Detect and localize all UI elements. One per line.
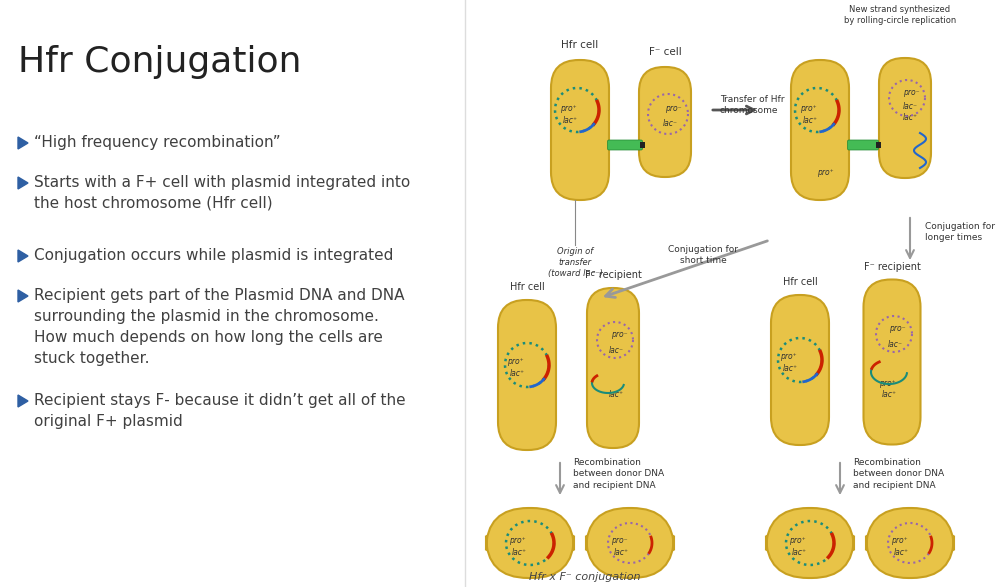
Text: lac⁺: lac⁺ bbox=[781, 364, 796, 373]
Text: lac⁻: lac⁻ bbox=[608, 346, 623, 355]
Text: pro⁻: pro⁻ bbox=[902, 88, 919, 97]
Text: pro⁺: pro⁺ bbox=[559, 104, 576, 113]
Polygon shape bbox=[18, 137, 28, 149]
Text: pro⁻: pro⁻ bbox=[888, 324, 905, 333]
Text: pro⁺: pro⁺ bbox=[779, 352, 795, 361]
Text: lac⁻: lac⁻ bbox=[662, 119, 677, 128]
Text: lac⁺: lac⁺ bbox=[790, 548, 805, 557]
FancyBboxPatch shape bbox=[878, 58, 930, 178]
Text: Recipient gets part of the Plasmid DNA and DNA
surrounding the plasmid in the ch: Recipient gets part of the Plasmid DNA a… bbox=[34, 288, 404, 366]
Text: Recombination
between donor DNA
and recipient DNA: Recombination between donor DNA and reci… bbox=[853, 458, 943, 490]
FancyBboxPatch shape bbox=[551, 60, 609, 200]
FancyBboxPatch shape bbox=[765, 508, 854, 578]
Text: F⁻ cell: F⁻ cell bbox=[648, 47, 681, 57]
FancyBboxPatch shape bbox=[866, 508, 953, 578]
Text: pro⁺: pro⁺ bbox=[815, 168, 832, 177]
FancyBboxPatch shape bbox=[607, 140, 642, 150]
Text: New strand synthesized
by rolling-circle replication: New strand synthesized by rolling-circle… bbox=[844, 5, 955, 25]
Text: pro⁺: pro⁺ bbox=[509, 536, 525, 545]
Text: Conjugation for
short time: Conjugation for short time bbox=[667, 245, 737, 265]
FancyBboxPatch shape bbox=[587, 288, 638, 448]
Text: lac⁺: lac⁺ bbox=[608, 390, 623, 399]
Text: lac⁺: lac⁺ bbox=[509, 369, 524, 378]
Text: Recombination
between donor DNA
and recipient DNA: Recombination between donor DNA and reci… bbox=[573, 458, 663, 490]
Text: pro⁺: pro⁺ bbox=[890, 536, 907, 545]
Text: Hfr x F⁻ conjugation: Hfr x F⁻ conjugation bbox=[529, 572, 640, 582]
Text: lac⁺: lac⁺ bbox=[801, 116, 816, 125]
Text: pro⁺: pro⁺ bbox=[507, 357, 523, 366]
Text: Origin of
transfer
(toward lac⁻): Origin of transfer (toward lac⁻) bbox=[547, 247, 602, 278]
Text: lac⁺: lac⁺ bbox=[893, 548, 908, 557]
Polygon shape bbox=[18, 290, 28, 302]
Text: “High frequency recombination”: “High frequency recombination” bbox=[34, 135, 281, 150]
FancyBboxPatch shape bbox=[586, 508, 673, 578]
Text: pro⁺: pro⁺ bbox=[799, 104, 815, 113]
Text: lac⁺: lac⁺ bbox=[613, 548, 628, 557]
Text: Hfr cell: Hfr cell bbox=[561, 40, 598, 50]
Text: Conjugation occurs while plasmid is integrated: Conjugation occurs while plasmid is inte… bbox=[34, 248, 393, 263]
Bar bbox=[639, 142, 644, 148]
FancyBboxPatch shape bbox=[638, 67, 690, 177]
Text: pro⁻: pro⁻ bbox=[610, 330, 627, 339]
Polygon shape bbox=[18, 177, 28, 189]
Text: lac⁺: lac⁺ bbox=[562, 116, 577, 125]
FancyBboxPatch shape bbox=[790, 60, 849, 200]
Text: pro⁻: pro⁻ bbox=[664, 104, 681, 113]
Text: lac⁻: lac⁻ bbox=[887, 340, 902, 349]
FancyBboxPatch shape bbox=[847, 140, 878, 150]
Text: lac⁺: lac⁺ bbox=[881, 390, 896, 399]
Text: pro⁺: pro⁺ bbox=[788, 536, 804, 545]
Text: lac⁺: lac⁺ bbox=[902, 113, 917, 122]
Text: Recipient stays F- because it didn’t get all of the
original F+ plasmid: Recipient stays F- because it didn’t get… bbox=[34, 393, 405, 429]
FancyBboxPatch shape bbox=[485, 508, 574, 578]
Text: F⁻ recipient: F⁻ recipient bbox=[863, 261, 920, 272]
Text: Hfr Conjugation: Hfr Conjugation bbox=[18, 45, 301, 79]
Bar bbox=[876, 142, 880, 148]
Text: F⁻ recipient: F⁻ recipient bbox=[584, 270, 641, 280]
Text: Hfr cell: Hfr cell bbox=[782, 277, 816, 287]
FancyBboxPatch shape bbox=[863, 279, 920, 444]
Text: pro⁻: pro⁻ bbox=[610, 536, 627, 545]
Text: Conjugation for
longer times: Conjugation for longer times bbox=[924, 222, 994, 242]
Polygon shape bbox=[18, 395, 28, 407]
Text: lac⁻: lac⁻ bbox=[902, 102, 917, 111]
Text: Transfer of Hfr
chromosome: Transfer of Hfr chromosome bbox=[719, 95, 783, 115]
Text: pro⁺: pro⁺ bbox=[878, 379, 895, 388]
FancyBboxPatch shape bbox=[497, 300, 556, 450]
Text: Hfr cell: Hfr cell bbox=[510, 282, 544, 292]
Text: Starts with a F+ cell with plasmid integrated into
the host chromosome (Hfr cell: Starts with a F+ cell with plasmid integ… bbox=[34, 175, 410, 211]
Polygon shape bbox=[18, 250, 28, 262]
FancyBboxPatch shape bbox=[770, 295, 828, 445]
Text: lac⁺: lac⁺ bbox=[511, 548, 526, 557]
